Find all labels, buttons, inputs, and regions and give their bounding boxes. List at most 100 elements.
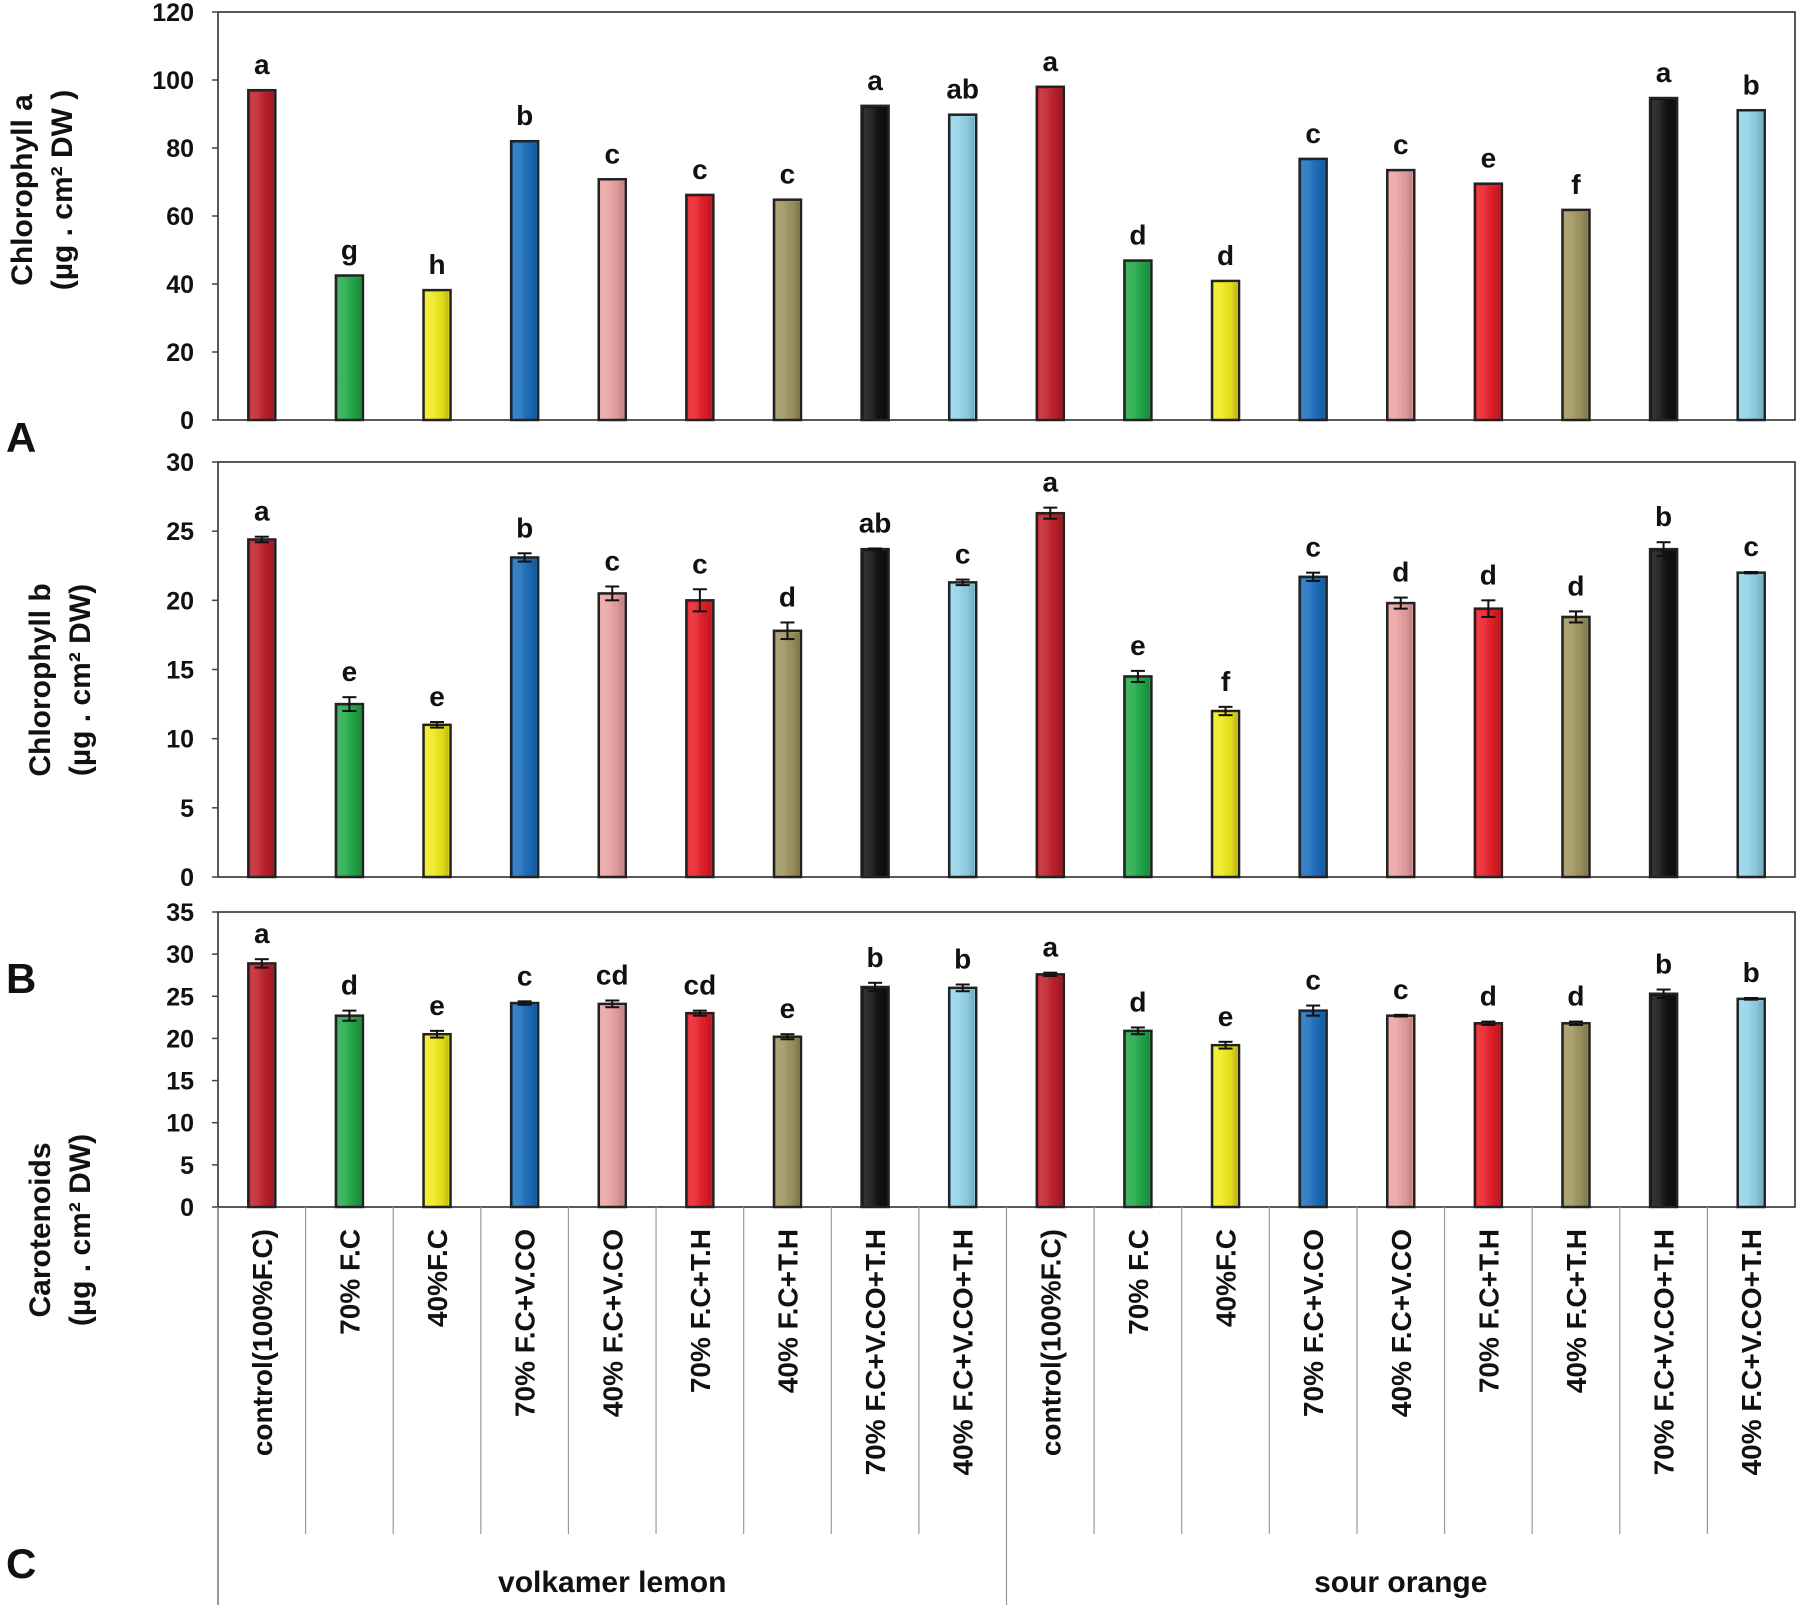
bar-shading	[1652, 551, 1676, 876]
y-tick-label: 30	[166, 941, 194, 969]
bar-shading	[337, 1017, 361, 1206]
panel-letter: C	[6, 1540, 36, 1587]
panel-letter: B	[6, 955, 36, 1002]
category-label: 40% F.C+T.H	[1561, 1229, 1592, 1393]
group-label: sour orange	[1314, 1566, 1487, 1599]
bar-shading	[863, 107, 887, 419]
significance-letter: ab	[859, 507, 892, 538]
significance-letter: c	[604, 546, 620, 577]
significance-letter: b	[954, 943, 971, 974]
significance-letter: c	[955, 539, 971, 570]
significance-letter: d	[1480, 981, 1497, 1012]
significance-letter: c	[780, 159, 796, 190]
bar-shading	[337, 706, 361, 876]
significance-letter: b	[516, 512, 533, 543]
bar-shading	[1038, 515, 1062, 876]
category-label: 70% F.C	[1123, 1229, 1154, 1335]
y-tick-label: 20	[166, 1025, 194, 1053]
significance-letter: d	[1567, 570, 1584, 601]
plot-frame	[217, 911, 1796, 1208]
significance-letter: h	[428, 249, 445, 280]
category-label: 40% F.C+T.H	[772, 1229, 803, 1393]
bar-shading	[775, 201, 799, 419]
significance-letter: c	[692, 548, 708, 579]
significance-letter: c	[1305, 532, 1321, 563]
plot-frame	[217, 461, 1796, 878]
bar-shading	[513, 559, 537, 876]
significance-letter: d	[341, 970, 358, 1001]
bar-shading	[1126, 1032, 1150, 1206]
bar-shading	[513, 143, 537, 419]
category-label: 40% F.C+V.CO	[597, 1229, 628, 1417]
bar-shading	[1038, 976, 1062, 1206]
bar-shading	[951, 116, 975, 420]
y-tick-label: 5	[180, 795, 194, 823]
bar-shading	[250, 965, 274, 1206]
y-axis-unit: (µg . cm² DW)	[64, 1134, 97, 1326]
panel-letter: A	[6, 414, 36, 461]
bar-shading	[1564, 1025, 1588, 1206]
significance-letter: b	[1655, 501, 1672, 532]
y-tick-label: 30	[166, 449, 194, 477]
y-tick-label: 80	[166, 135, 194, 163]
y-axis-unit: (µg . cm² DW)	[64, 584, 97, 776]
bar-shading	[1389, 605, 1413, 876]
plot-frame	[217, 11, 1796, 421]
significance-letter: b	[867, 942, 884, 973]
significance-letter: c	[1305, 965, 1321, 996]
significance-letter: c	[517, 960, 533, 991]
significance-letter: e	[1481, 143, 1497, 174]
bar-shading	[1739, 112, 1763, 419]
significance-letter: d	[1129, 220, 1146, 251]
bar-shading	[688, 196, 712, 419]
category-label: 40% F.C+V.CO+T.H	[948, 1229, 979, 1475]
significance-letter: ab	[946, 74, 979, 105]
bar-shading	[250, 92, 274, 419]
significance-letter: b	[1743, 69, 1760, 100]
significance-letter: b	[1655, 949, 1672, 980]
bar-shading	[600, 1005, 624, 1206]
bar-shading	[600, 181, 624, 419]
bar-shading	[688, 602, 712, 876]
significance-letter: a	[254, 49, 270, 80]
group-label: volkamer lemon	[498, 1566, 726, 1599]
category-label: 70% F.C	[334, 1229, 365, 1335]
y-tick-label: 10	[166, 726, 194, 754]
significance-letter: c	[1393, 129, 1409, 160]
significance-letter: b	[1743, 957, 1760, 988]
y-tick-label: 120	[152, 0, 194, 27]
significance-letter: a	[1043, 467, 1059, 498]
bar-shading	[425, 1036, 449, 1206]
category-label: 70% F.C+T.H	[1473, 1229, 1504, 1393]
bar-shading	[250, 541, 274, 876]
y-tick-label: 40	[166, 271, 194, 299]
category-label: 70% F.C+V.CO	[510, 1229, 541, 1417]
bar-shading	[1564, 211, 1588, 419]
bar-shading	[775, 632, 799, 876]
bar-shading	[1739, 1000, 1763, 1206]
significance-letter: cd	[684, 970, 717, 1001]
bar-shading	[1214, 713, 1238, 876]
bar-shading	[951, 989, 975, 1206]
bar-shading	[1739, 574, 1763, 876]
bar-shading	[425, 726, 449, 876]
significance-letter: e	[342, 656, 358, 687]
significance-letter: c	[604, 138, 620, 169]
bar-shading	[775, 1038, 799, 1206]
bar-shading	[1389, 172, 1413, 419]
significance-letter: cd	[596, 960, 629, 991]
bar-shading	[863, 551, 887, 876]
y-tick-label: 0	[180, 864, 194, 892]
bar-shading	[863, 989, 887, 1206]
significance-letter: f	[1221, 666, 1231, 697]
significance-letter: c	[1305, 118, 1321, 149]
significance-letter: f	[1571, 169, 1581, 200]
y-axis-unit: (µg . cm² DW )	[46, 90, 79, 291]
bar-shading	[1389, 1017, 1413, 1206]
category-label: 40% F.C+V.CO+T.H	[1736, 1229, 1767, 1475]
significance-letter: a	[1656, 57, 1672, 88]
significance-letter: g	[341, 235, 358, 266]
bar-shading	[600, 595, 624, 876]
significance-letter: c	[1743, 531, 1759, 562]
